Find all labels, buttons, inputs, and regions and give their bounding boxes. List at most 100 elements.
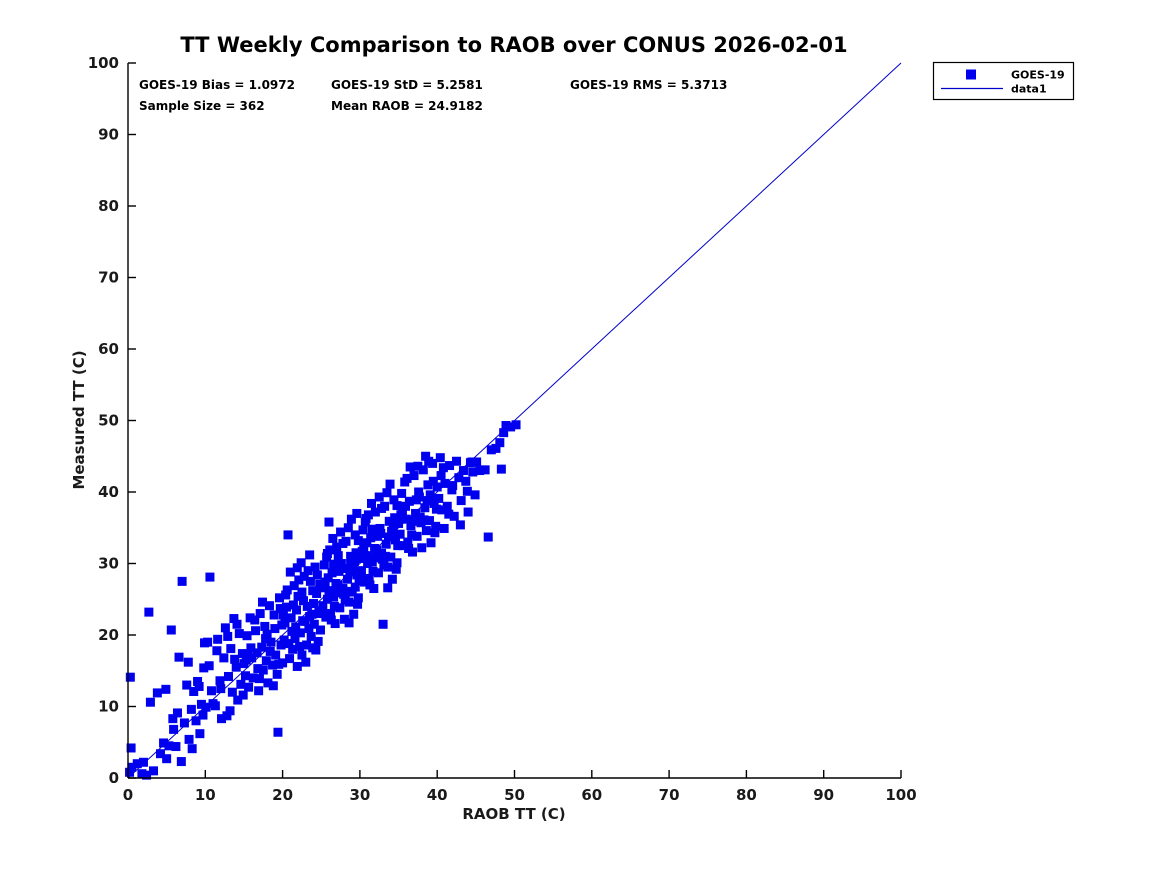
scatter-point: [362, 538, 372, 548]
scatter-point: [234, 629, 244, 639]
scatter-point: [345, 567, 355, 577]
scatter-point: [435, 453, 445, 463]
scatter-point: [298, 616, 308, 626]
scatter-point: [265, 646, 275, 656]
scatter-point: [429, 498, 439, 508]
scatter-point: [250, 615, 260, 625]
scatter-point: [452, 456, 462, 466]
scatter-point: [392, 501, 402, 511]
scatter-point: [319, 560, 329, 570]
scatter-point: [322, 552, 332, 562]
legend: GOES-19 data1: [932, 61, 1075, 101]
scatter-point: [162, 754, 172, 764]
scatter-point: [305, 550, 315, 560]
scatter-point: [161, 684, 171, 694]
scatter-point: [336, 527, 346, 537]
scatter-point: [439, 523, 449, 533]
scatter-point: [412, 531, 422, 541]
scatter-point: [302, 601, 312, 611]
scatter-point: [404, 496, 414, 506]
scatter-point: [332, 542, 342, 552]
scatter-point: [388, 521, 398, 531]
scatter-point: [168, 714, 178, 724]
stat-bias: GOES-19 Bias = 1.0972: [139, 78, 295, 92]
scatter-point: [308, 643, 318, 653]
scatter-point: [462, 486, 472, 496]
scatter-point: [288, 600, 298, 610]
scatter-point: [258, 665, 268, 675]
scatter-point: [323, 573, 333, 583]
scatter-point: [393, 541, 403, 551]
scatter-point: [255, 609, 265, 619]
scatter-point: [397, 488, 407, 498]
scatter-point: [138, 757, 148, 767]
scatter-point: [201, 702, 211, 712]
scatter-point: [322, 594, 332, 604]
scatter-point: [366, 533, 376, 543]
x-axis-ticks: 0 10 20 30 40 50 60 70 80 90 100: [123, 770, 917, 804]
scatter-point: [305, 576, 315, 586]
scatter-point: [268, 681, 278, 691]
scatter-series: [125, 420, 521, 780]
y-tick-label: 30: [98, 555, 119, 573]
scatter-point: [343, 574, 353, 584]
scatter-point: [309, 619, 319, 629]
scatter-point: [409, 471, 419, 481]
scatter-point: [424, 516, 434, 526]
scatter-point: [263, 678, 273, 688]
scatter-point: [350, 582, 360, 592]
y-tick-label: 50: [98, 412, 119, 430]
scatter-point: [356, 566, 366, 576]
scatter-point: [236, 679, 246, 689]
scatter-point: [392, 558, 402, 568]
scatter-point: [378, 619, 388, 629]
scatter-point: [394, 518, 404, 528]
scatter-point: [499, 428, 509, 438]
scatter-point: [312, 589, 322, 599]
scatter-point: [258, 597, 268, 607]
scatter-point: [294, 575, 304, 585]
scatter-point: [276, 640, 286, 650]
scatter-point: [286, 613, 296, 623]
scatter-point: [346, 551, 356, 561]
scatter-point: [355, 553, 365, 563]
scatter-point: [303, 566, 313, 576]
scatter-point: [223, 631, 233, 641]
scatter-point: [353, 536, 363, 546]
scatter-point: [321, 612, 331, 622]
scatter-point: [177, 576, 187, 586]
scatter-point: [421, 451, 431, 461]
scatter-point: [269, 610, 279, 620]
scatter-point: [125, 767, 135, 777]
scatter-point: [292, 605, 302, 615]
scatter-point: [420, 503, 430, 513]
y-tick-label: 40: [98, 483, 119, 501]
scatter-point: [186, 704, 196, 714]
scatter-point: [360, 577, 370, 587]
scatter-point: [383, 583, 393, 593]
scatter-point: [213, 634, 223, 644]
scatter-point: [240, 671, 250, 681]
scatter-point: [368, 566, 378, 576]
y-tick-label: 10: [98, 698, 119, 716]
scatter-point: [391, 564, 401, 574]
scatter-point: [275, 604, 285, 614]
scatter-point: [418, 465, 428, 475]
scatter-point: [204, 661, 214, 671]
scatter-point: [373, 568, 383, 578]
scatter-point: [206, 686, 216, 696]
chart-title: TT Weekly Comparison to RAOB over CONUS …: [180, 33, 847, 57]
scatter-point: [155, 749, 165, 759]
scatter-point: [296, 558, 306, 568]
scatter-point: [374, 492, 384, 502]
scatter-point: [414, 487, 424, 497]
scatter-point: [262, 629, 272, 639]
scatter-point: [353, 599, 363, 609]
scatter-point: [456, 496, 466, 506]
scatter-point: [295, 641, 305, 651]
scatter-point: [205, 572, 215, 582]
scatter-point: [142, 770, 152, 780]
scatter-point: [307, 609, 317, 619]
scatter-point: [467, 457, 477, 467]
scatter-point: [431, 504, 441, 514]
